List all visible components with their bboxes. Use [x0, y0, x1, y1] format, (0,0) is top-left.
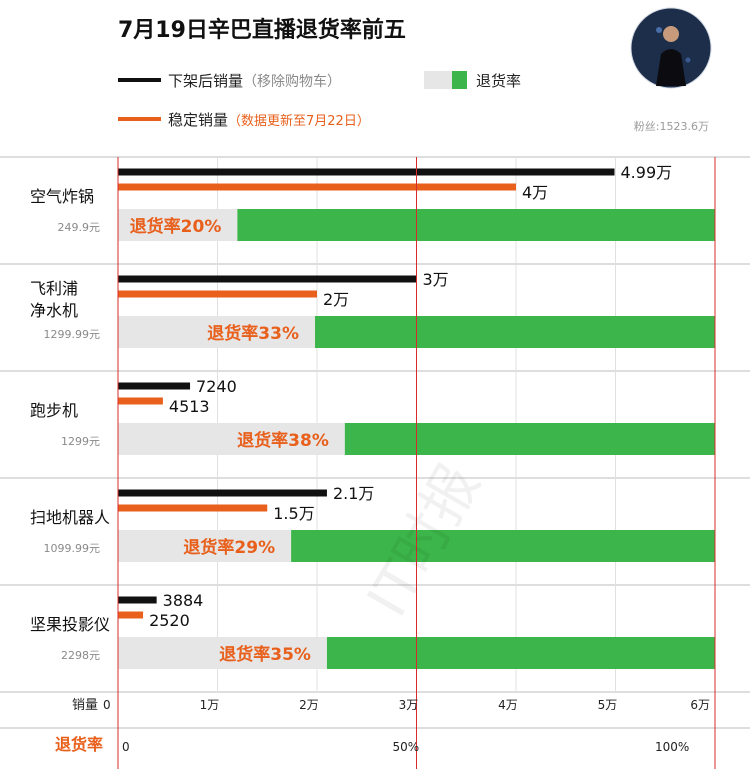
stable-value-label: 1.5万 [273, 504, 314, 523]
legend-sold-label: 下架后销量（移除购物车） [168, 72, 341, 90]
stable-bar [118, 397, 163, 405]
sales-tick-label: 3万 [399, 698, 419, 712]
sales-tick-label: 0 [103, 698, 111, 712]
price-label: 249.9元 [58, 221, 101, 234]
sales-tick-label: 4万 [498, 698, 518, 712]
category-label: 飞利浦 [30, 279, 78, 298]
stable-value-label: 2520 [149, 611, 190, 630]
sales-tick-label: 5万 [598, 698, 618, 712]
sales-tick-label: 2万 [299, 698, 319, 712]
followers-count: 粉丝:1523.6万 [634, 120, 709, 133]
sales-tick-label: 1万 [200, 698, 220, 712]
return-tick-label: 100% [655, 740, 689, 754]
sold-value-label: 3884 [163, 591, 204, 610]
stable-bar [118, 611, 144, 619]
price-label: 2298元 [61, 649, 100, 662]
category-label: 坚果投影仪 [30, 615, 110, 634]
reference-lines [117, 157, 716, 769]
stable-bar [118, 290, 317, 298]
sold-bar [118, 275, 417, 283]
return-rate-bar [118, 209, 238, 241]
stable-bar [118, 504, 268, 512]
sold-value-label: 2.1万 [333, 484, 374, 503]
sold-bar [118, 382, 191, 390]
return-rate-label: 退货率35% [219, 644, 311, 665]
price-label: 1299.99元 [44, 328, 101, 341]
legend-stable-label: 稳定销量（数据更新至7月22日） [168, 111, 370, 129]
category-label: 空气炸锅 [30, 187, 94, 206]
sold-value-label: 4.99万 [621, 163, 673, 182]
sold-bar [118, 489, 327, 497]
return-rate-bar [118, 316, 316, 348]
legend: 下架后销量（移除购物车） 稳定销量（数据更新至7月22日） 退货率 [118, 71, 521, 129]
stable-bar [118, 183, 516, 191]
return-rate-label: 退货率38% [237, 430, 329, 451]
stable-value-label: 4万 [522, 183, 548, 202]
sales-axis-name: 销量 [72, 698, 98, 713]
price-label: 1099.99元 [44, 542, 101, 555]
return-rate-label: 退货率29% [183, 537, 275, 558]
sold-bar [118, 168, 615, 176]
return-tick-label: 50% [393, 740, 420, 754]
return-rate-bar [118, 637, 327, 669]
legend-return-label: 退货率 [476, 72, 521, 90]
stable-value-label: 2万 [323, 290, 349, 309]
category-label: 净水机 [30, 301, 78, 320]
sold-value-label: 7240 [196, 377, 237, 396]
stable-value-label: 4513 [169, 397, 210, 416]
return-tick-label: 0 [122, 740, 130, 754]
sales-tick-label: 6万 [690, 698, 710, 712]
legend-return-swatch [452, 71, 467, 89]
return-rate-bar [118, 530, 292, 562]
category-label: 扫地机器人 [30, 508, 110, 527]
axis-labels: 销量 退货率 0 1万 2万 3万 4万 5万 6万 0 50% 100% [55, 698, 710, 754]
sold-bar [118, 596, 157, 604]
sold-value-label: 3万 [423, 270, 449, 289]
return-rate-label: 退货率33% [207, 323, 299, 344]
chart-title: 7月19日辛巴直播退货率前五 [118, 17, 406, 43]
avatar [630, 7, 712, 89]
price-label: 1299元 [61, 435, 100, 448]
category-label: 跑步机 [30, 401, 78, 420]
return-axis-name: 退货率 [55, 735, 103, 754]
return-rate-bar [118, 423, 345, 455]
return-rate-label: 退货率20% [130, 216, 222, 237]
